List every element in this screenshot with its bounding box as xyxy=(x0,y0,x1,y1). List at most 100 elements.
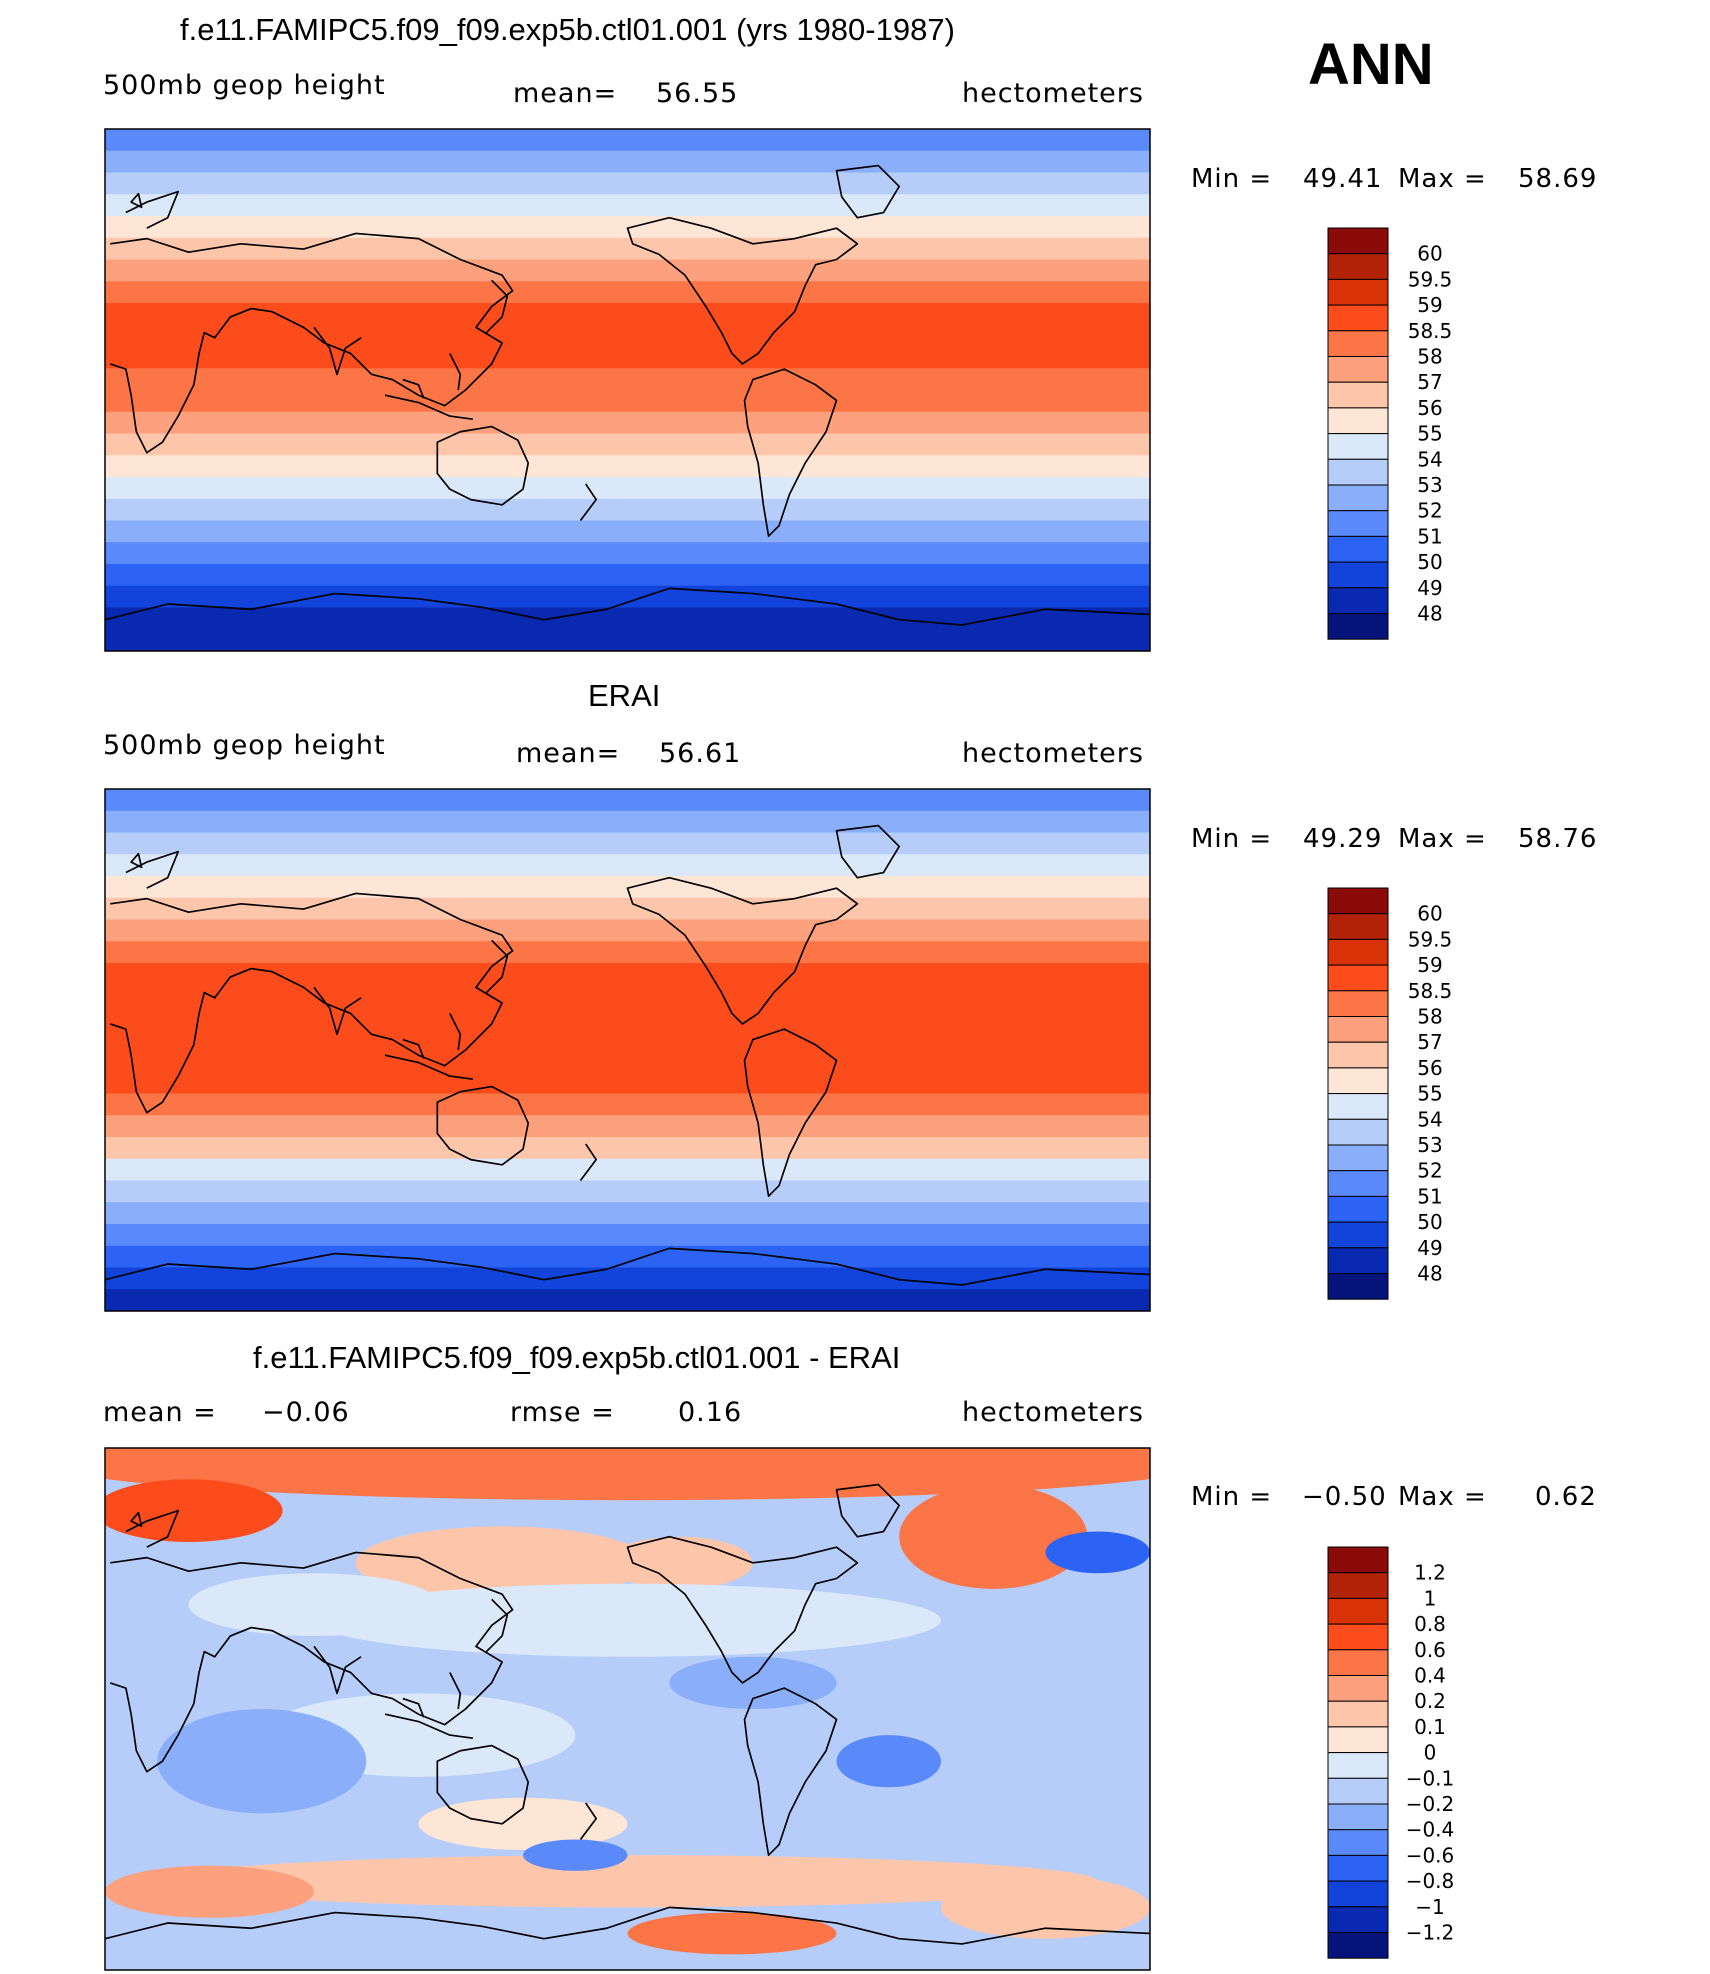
lat-band xyxy=(105,1006,1150,1030)
colorbar-swatch xyxy=(1327,587,1389,614)
colorbar-swatch xyxy=(1327,1777,1389,1805)
colorbar-swatch xyxy=(1327,1195,1389,1223)
panel1-mean-label: mean= xyxy=(513,78,618,109)
colorbar-swatch xyxy=(1327,253,1389,280)
anomaly-patch xyxy=(105,1448,1150,1501)
anomaly-patch xyxy=(105,1479,283,1542)
panel3-min-value: −0.50 xyxy=(1302,1482,1387,1512)
colorbar-tick-label: 59 xyxy=(1417,293,1442,317)
panel2-max-label: Max = xyxy=(1398,824,1487,854)
colorbar-swatch xyxy=(1327,1829,1389,1856)
colorbar-tick-label: 56 xyxy=(1417,396,1442,420)
colorbar-tick-label: 52 xyxy=(1417,1159,1442,1183)
colorbar-swatch xyxy=(1327,1623,1389,1651)
colorbar-swatch xyxy=(1327,964,1389,992)
colorbar-swatch xyxy=(1327,1700,1389,1728)
colorbar-tick-label: 58 xyxy=(1417,1005,1442,1029)
panel2-max-value: 58.76 xyxy=(1518,824,1598,854)
lat-band xyxy=(105,194,1150,217)
colorbar-tick-label: 53 xyxy=(1417,1133,1442,1157)
lat-band xyxy=(105,129,1150,152)
colorbar-swatch xyxy=(1327,1093,1389,1120)
anomaly-patch xyxy=(941,1876,1150,1939)
colorbar-swatch xyxy=(1327,1170,1389,1197)
anomaly-patch xyxy=(105,1865,314,1918)
colorbar-tick-label: 60 xyxy=(1417,902,1442,926)
season-label: ANN xyxy=(1308,32,1434,97)
colorbar-tick-label: 54 xyxy=(1417,1107,1442,1131)
lat-band xyxy=(105,455,1150,478)
colorbar-swatch xyxy=(1327,1273,1389,1300)
colorbar-tick-label: −0.6 xyxy=(1406,1843,1455,1867)
lat-band xyxy=(105,1289,1150,1311)
lat-band xyxy=(105,1115,1150,1138)
anomaly-patch xyxy=(314,1583,941,1657)
lat-band xyxy=(105,585,1150,609)
lat-band xyxy=(105,368,1150,391)
panel3-rmse-label: rmse = xyxy=(510,1397,615,1428)
lat-band xyxy=(105,1093,1150,1117)
map-frame xyxy=(104,788,1151,1312)
anomaly-patch xyxy=(899,1484,1088,1589)
lat-band xyxy=(105,629,1150,651)
colorbar-swatch xyxy=(1327,381,1389,409)
anomaly-patch xyxy=(606,1536,753,1589)
lat-band xyxy=(105,520,1150,544)
panel3-mean-value: −0.06 xyxy=(262,1397,350,1428)
panel3-min-label: Min = xyxy=(1191,1482,1273,1512)
colorbar-swatch xyxy=(1327,990,1389,1017)
colorbar-swatch xyxy=(1327,1221,1389,1249)
colorbar-tick-label: 50 xyxy=(1417,550,1442,574)
map-panel-3 xyxy=(104,1447,1151,1971)
lat-band xyxy=(105,919,1150,943)
anomaly-patch xyxy=(157,1855,1098,1908)
colorbar-tick-label: 0.2 xyxy=(1414,1689,1446,1713)
lat-band xyxy=(105,150,1150,174)
panel2-units: hectometers xyxy=(962,738,1144,769)
lat-band xyxy=(105,789,1150,812)
panel3-max-value: 0.62 xyxy=(1535,1482,1597,1512)
anomaly-patch xyxy=(836,1735,941,1788)
lat-band xyxy=(105,498,1150,522)
lat-band xyxy=(105,477,1150,500)
lat-band xyxy=(105,607,1150,631)
panel3-mean-label: mean = xyxy=(103,1397,217,1428)
lat-band xyxy=(105,1050,1150,1073)
panel2-min-label: Min = xyxy=(1191,824,1273,854)
lat-band xyxy=(105,832,1150,856)
colorbar-tick-label: 57 xyxy=(1417,370,1442,394)
colorbar-swatch xyxy=(1327,1041,1389,1069)
colorbar-tick-label: 0.6 xyxy=(1414,1638,1446,1662)
lat-band xyxy=(105,1267,1150,1291)
colorbar-swatch xyxy=(1327,1016,1389,1043)
colorbar-tick-label: 0 xyxy=(1424,1741,1437,1765)
lat-band xyxy=(105,1137,1150,1160)
colorbar-tick-label: 58.5 xyxy=(1408,979,1453,1003)
lat-band xyxy=(105,1202,1150,1225)
colorbar-tick-label: 58 xyxy=(1417,345,1442,369)
colorbar-tick-label: 49 xyxy=(1417,1236,1442,1260)
lat-band xyxy=(105,984,1150,1008)
lat-band xyxy=(105,237,1150,261)
colorbar-swatch xyxy=(1327,1649,1389,1677)
colorbar-tick-label: 51 xyxy=(1417,524,1442,548)
colorbar-swatch xyxy=(1327,278,1389,306)
panel2-mean-value: 56.61 xyxy=(659,738,742,769)
anomaly-patch xyxy=(627,1912,837,1955)
panel3-max-label: Max = xyxy=(1398,1482,1487,1512)
lat-band xyxy=(105,172,1150,196)
panel3-rmse-value: 0.16 xyxy=(678,1397,743,1428)
colorbar-swatch xyxy=(1327,1752,1389,1779)
colorbar-tick-label: 54 xyxy=(1417,447,1442,471)
lat-band xyxy=(105,963,1150,986)
lat-band xyxy=(105,390,1150,413)
colorbar-swatch xyxy=(1327,484,1389,512)
colorbar-tick-label: 55 xyxy=(1417,1082,1442,1106)
panel1-min-label: Min = xyxy=(1191,164,1273,194)
lat-band xyxy=(105,1180,1150,1204)
anomaly-patch xyxy=(1045,1531,1150,1574)
anomaly-patch xyxy=(523,1839,628,1871)
